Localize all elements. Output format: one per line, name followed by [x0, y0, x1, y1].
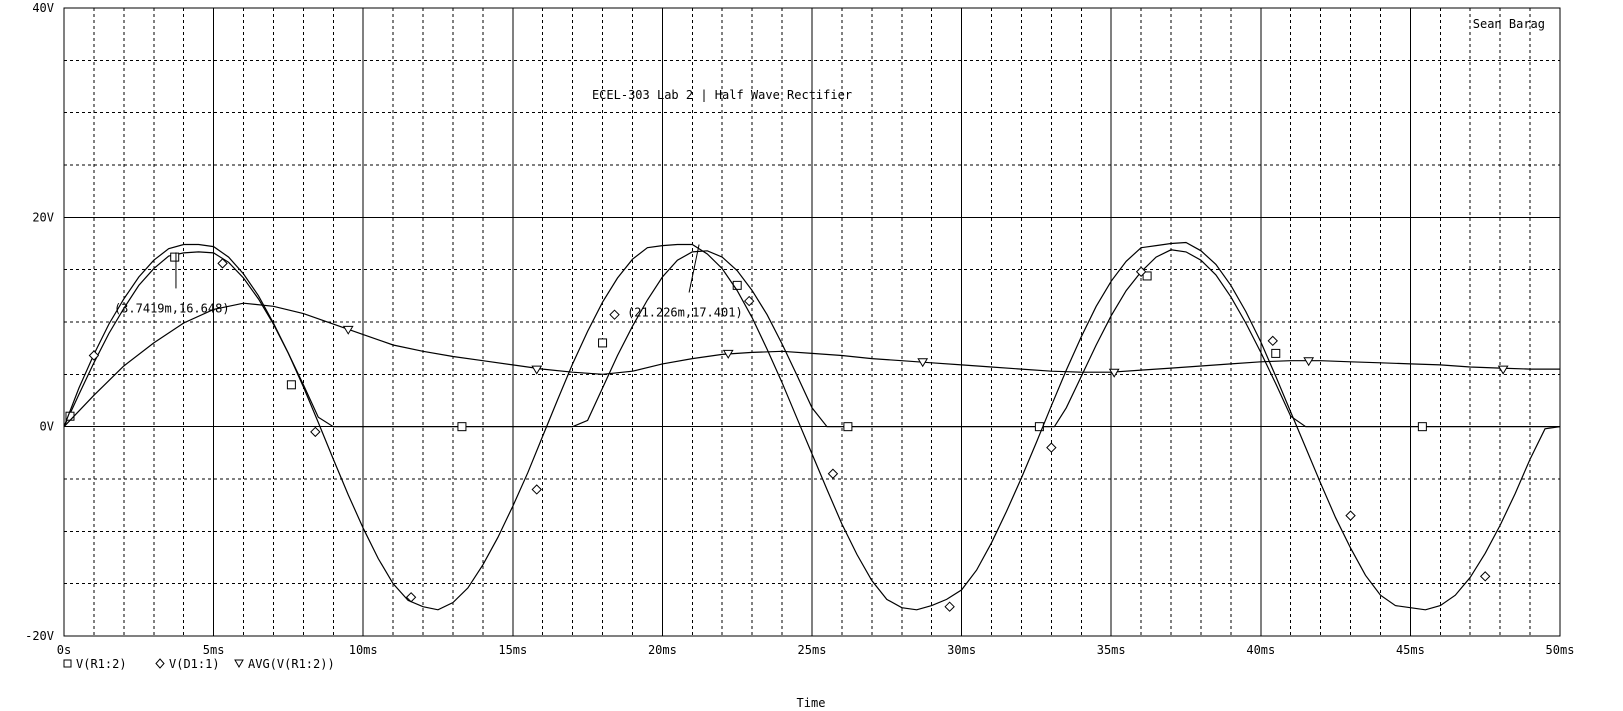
data-point-square	[1417, 422, 1427, 432]
data-point-diamond	[531, 484, 542, 495]
x-tick-label: 35ms	[1097, 643, 1126, 657]
data-point-diamond	[1267, 335, 1278, 347]
axes: 0s 5ms 10ms 15ms 20ms 25ms 30ms 35ms 40ms 45ms 50m…	[25, 1, 1574, 657]
legend-label-series-3: AVG(V(R1:2))	[248, 657, 335, 671]
y-tick-label: -20V	[25, 629, 54, 643]
plot-frame	[63, 7, 1561, 637]
data-point-triangle	[531, 365, 543, 375]
x-axis-label: Time	[797, 696, 826, 710]
data-point-triangle	[722, 349, 734, 359]
author-label: Sean Barag	[1473, 17, 1545, 31]
data-point-square	[732, 280, 742, 290]
data-point-triangle	[342, 325, 354, 335]
x-tick-label: 0s	[57, 643, 71, 657]
data-point-diamond	[217, 258, 228, 269]
y-tick-label: 40V	[32, 1, 54, 15]
data-point-diamond	[88, 350, 100, 361]
data-point-diamond	[1345, 510, 1356, 521]
data-point-triangle	[917, 358, 929, 368]
series-layer	[63, 241, 1561, 612]
series-line-1	[63, 249, 1560, 428]
legend-label-series-1: V(R1:2)	[76, 657, 127, 671]
data-point-square	[1142, 271, 1152, 281]
data-point-diamond	[1046, 442, 1057, 453]
annotation-label: (3.7419m,16.648)	[114, 301, 230, 315]
data-point-square	[843, 422, 853, 432]
data-point-triangle	[1303, 357, 1315, 367]
x-tick-label: 50ms	[1546, 643, 1575, 657]
legend-marker-square	[63, 659, 72, 668]
annotations: (3.7419m,16.648) (21.226m,17.401)	[114, 244, 743, 320]
data-point-diamond	[944, 601, 955, 612]
data-point-square	[170, 252, 180, 262]
data-point-diamond	[1479, 571, 1491, 582]
chart-title: ECEL-303 Lab 2 | Half Wave Rectifier	[592, 88, 852, 102]
annotation-label: (21.226m,17.401)	[627, 306, 743, 320]
legend-marker-triangle	[234, 659, 244, 669]
series-3	[63, 302, 1560, 428]
x-tick-label: 5ms	[203, 643, 225, 657]
data-point-diamond	[743, 295, 755, 307]
x-tick-label: 40ms	[1246, 643, 1275, 657]
y-tick-label: 20V	[32, 210, 54, 224]
data-point-square	[598, 338, 608, 348]
x-tick-label: 45ms	[1396, 643, 1425, 657]
x-tick-label: 20ms	[648, 643, 677, 657]
data-point-square	[286, 380, 296, 390]
data-point-square	[1271, 348, 1281, 358]
series-2	[63, 241, 1561, 612]
x-tick-label: 15ms	[498, 643, 527, 657]
data-point-square	[457, 422, 467, 432]
legend: V(R1:2) V(D1:1) AVG(V(R1:2))	[63, 657, 335, 671]
x-tick-label: 10ms	[349, 643, 378, 657]
data-point-diamond	[310, 426, 321, 438]
annotation-leader-line	[688, 244, 700, 293]
data-point-triangle	[1497, 365, 1509, 375]
y-tick-label: 0V	[40, 420, 54, 434]
data-point-diamond	[827, 468, 839, 479]
series-line-2	[63, 241, 1561, 611]
legend-label-series-2: V(D1:1)	[169, 657, 220, 671]
legend-marker-diamond	[155, 658, 165, 669]
data-point-triangle	[1108, 368, 1120, 378]
x-tick-label: 30ms	[947, 643, 976, 657]
data-point-diamond	[405, 592, 417, 603]
x-tick-label: 25ms	[798, 643, 827, 657]
data-point-diamond	[609, 309, 620, 320]
grid	[63, 7, 1561, 637]
data-point-diamond	[1135, 266, 1147, 277]
